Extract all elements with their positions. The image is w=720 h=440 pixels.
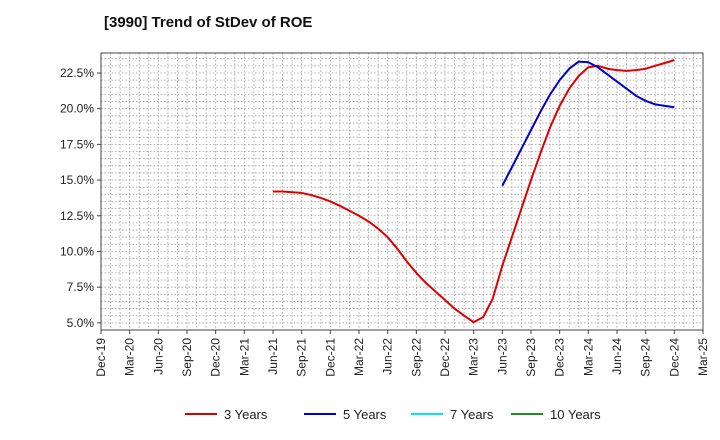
x-tick-label: Mar-24 <box>581 338 595 376</box>
x-axis: Dec-19 Mar-20 Jun-20 Sep-20 Dec-20 Mar-21 Jun-… <box>94 330 710 377</box>
x-tick-label: Dec-20 <box>209 338 223 377</box>
x-tick-label: Dec-21 <box>323 338 337 377</box>
x-tick-label: Mar-22 <box>352 338 366 376</box>
legend-label: 3 Years <box>224 407 268 422</box>
x-tick-label: Dec-19 <box>94 338 108 377</box>
legend-label: 10 Years <box>550 407 601 422</box>
legend: 3 Years 5 Years 7 Years 10 Years <box>185 407 601 422</box>
x-tick-label: Jun-24 <box>610 338 624 375</box>
y-tick-label: 22.5% <box>60 66 94 80</box>
y-tick-label: 17.5% <box>60 137 94 151</box>
grid <box>101 53 703 330</box>
y-tick-label: 7.5% <box>67 280 95 294</box>
x-tick-label: Mar-25 <box>696 338 710 376</box>
chart-title: [3990] Trend of StDev of ROE <box>104 14 313 31</box>
y-tick-label: 20.0% <box>60 102 94 116</box>
x-tick-label: Sep-21 <box>295 338 309 377</box>
x-tick-label: Jun-20 <box>151 338 165 375</box>
plot-frame <box>100 52 704 331</box>
x-tick-label: Sep-23 <box>524 338 538 377</box>
y-axis: 5.0% 7.5% 10.0% 12.5% 15.0% 17.5% 20.0% 22.5% <box>60 66 101 330</box>
legend-label: 5 Years <box>343 407 387 422</box>
y-tick-label: 5.0% <box>67 316 95 330</box>
y-tick-label: 15.0% <box>60 173 94 187</box>
x-tick-label: Mar-20 <box>123 338 137 376</box>
y-tick-label: 10.0% <box>60 244 94 258</box>
x-tick-label: Dec-23 <box>553 338 567 377</box>
x-tick-label: Jun-23 <box>495 338 509 375</box>
legend-label: 7 Years <box>450 407 494 422</box>
y-tick-label: 12.5% <box>60 209 94 223</box>
x-tick-label: Sep-22 <box>409 338 423 377</box>
x-tick-label: Jun-21 <box>266 338 280 375</box>
series-lines <box>273 59 675 324</box>
x-tick-label: Dec-22 <box>438 338 452 377</box>
x-tick-label: Mar-23 <box>467 338 481 376</box>
series-line-3-years <box>273 59 675 324</box>
x-tick-label: Jun-22 <box>381 338 395 375</box>
x-tick-label: Sep-20 <box>180 338 194 377</box>
series-line-5-years <box>501 60 675 187</box>
x-tick-label: Mar-21 <box>237 338 251 376</box>
x-tick-label: Dec-24 <box>667 338 681 377</box>
x-tick-label: Sep-24 <box>639 338 653 377</box>
